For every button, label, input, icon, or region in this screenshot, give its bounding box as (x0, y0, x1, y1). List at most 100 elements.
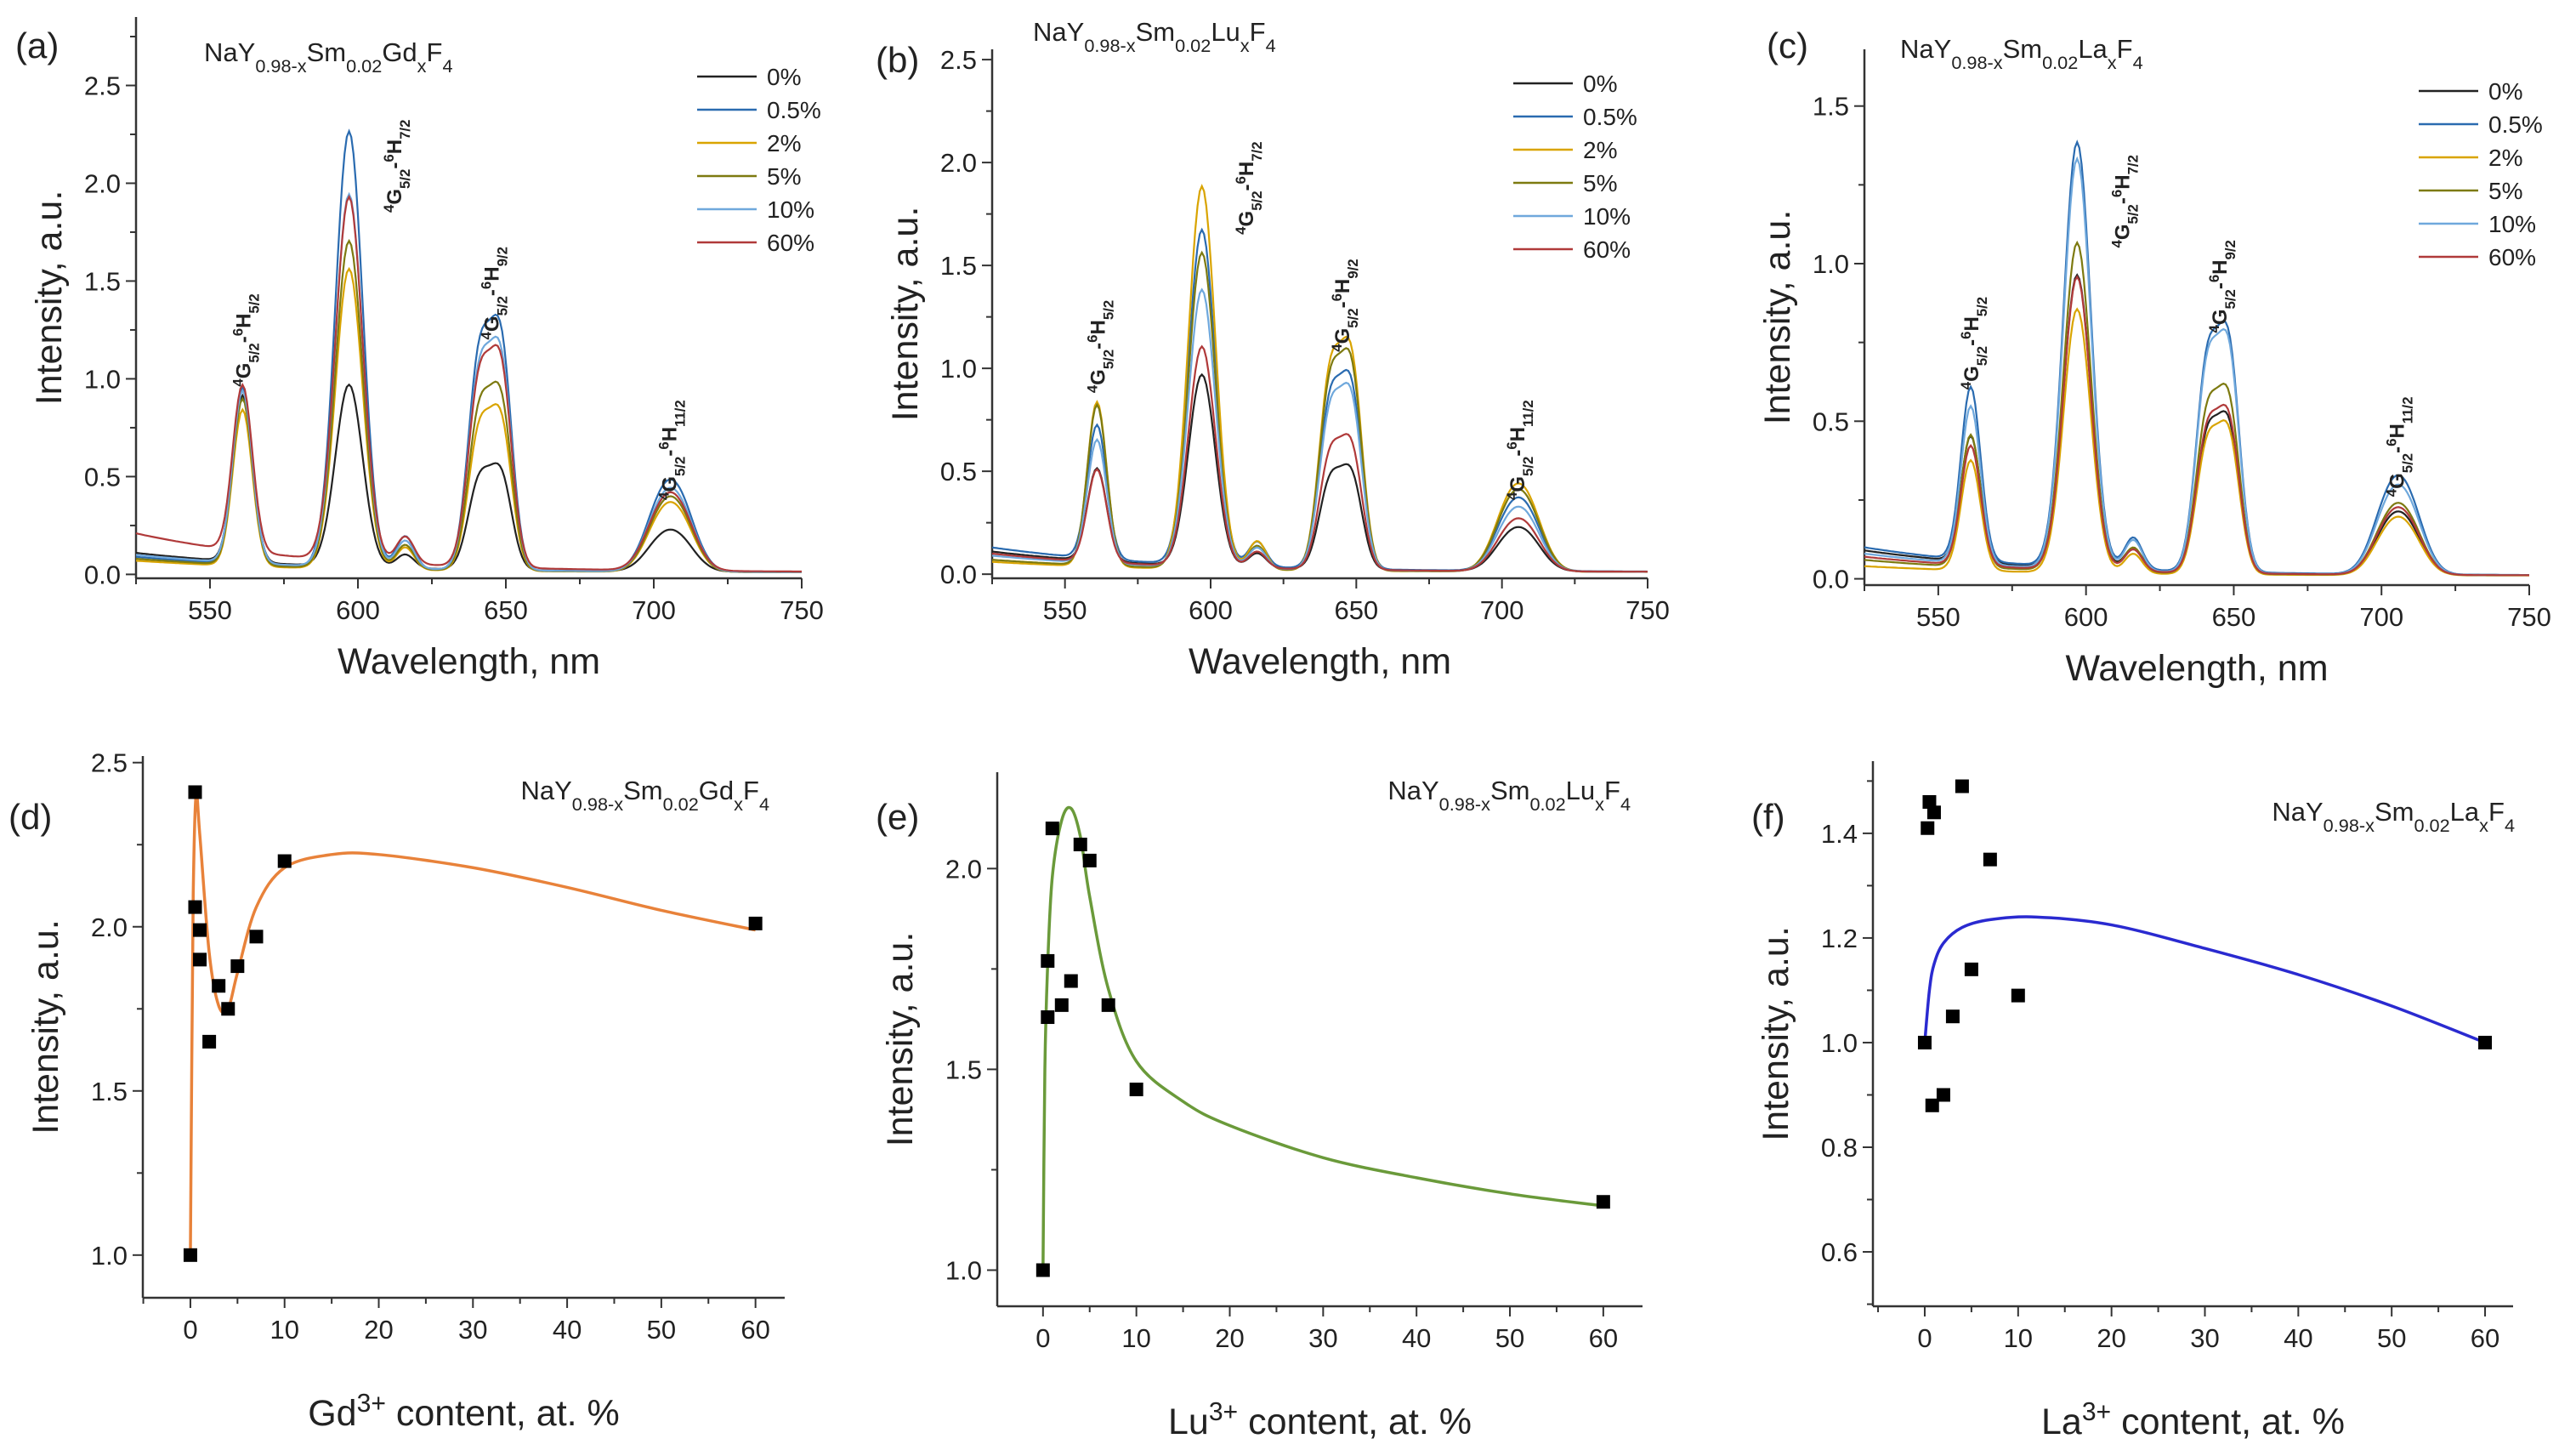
x-tick-label: 700 (2359, 602, 2403, 632)
x-tick-label: 40 (2284, 1323, 2312, 1353)
y-tick-label: 2.5 (940, 45, 977, 75)
text-segment: x (1595, 793, 1604, 815)
spectrum-line-0p5pct (991, 227, 1648, 573)
text-segment: 4 (1266, 35, 1276, 56)
text-segment: - (481, 289, 504, 296)
y-tick-label: 0.5 (84, 462, 121, 492)
text-segment: 4 (442, 55, 452, 77)
x-tick-label: 50 (1495, 1323, 1524, 1353)
fit-curve (1041, 805, 1604, 1271)
transition-annotation: 4G5/2-6H11/2 (655, 400, 688, 500)
spectrum-line-0p5pct (135, 128, 802, 573)
panel-label: (b) (876, 40, 919, 80)
legend-entry: 0% (767, 64, 801, 90)
x-tick-label: 10 (2004, 1323, 2033, 1353)
panel-label: (d) (9, 797, 52, 837)
text-segment: F (2117, 34, 2133, 64)
text-segment: 0.98-x (1439, 793, 1490, 815)
transition-annotation: 4G5/2-6H5/2 (1958, 297, 1990, 390)
text-segment: 11/2 (2399, 396, 2415, 424)
text-segment: Sm (1136, 17, 1176, 47)
spectrum-line-0p5pct (1864, 139, 2529, 577)
text-segment: 5/2 (1974, 297, 1990, 316)
text-segment: 5/2 (672, 457, 688, 476)
text-segment: x (417, 55, 427, 77)
text-segment: 0.98-x (1084, 35, 1135, 56)
text-segment: 6 (2108, 190, 2125, 197)
text-segment: F (427, 37, 443, 67)
text-segment: - (2386, 446, 2409, 453)
panel-label: (e) (876, 797, 919, 837)
legend-entry: 5% (767, 163, 801, 190)
text-segment: 6 (380, 154, 396, 162)
x-axis-label: La3+ content, at. % (2041, 1398, 2345, 1443)
x-tick-label: 20 (364, 1315, 393, 1345)
text-segment: F (2488, 797, 2505, 827)
text-segment: 6 (1233, 176, 1249, 184)
x-tick-label: 700 (632, 595, 676, 625)
x-tick-label: 10 (1121, 1323, 1150, 1353)
y-tick-label: 2.0 (940, 148, 977, 178)
data-point (748, 916, 763, 930)
legend-entry: 60% (1583, 236, 1631, 263)
x-tick-label: 40 (1402, 1323, 1431, 1353)
y-tick-label: 1.5 (84, 266, 121, 296)
data-point (221, 1002, 235, 1016)
text-segment: 4 (1233, 226, 1249, 235)
legend-entry: 10% (1583, 203, 1631, 230)
text-segment: NaY (1033, 17, 1084, 47)
panel-label: (f) (1751, 797, 1785, 837)
text-segment: Gd (699, 776, 734, 805)
data-point (1926, 805, 1941, 820)
y-tick-label: 1.0 (1813, 249, 1849, 279)
text-segment: 9/2 (2222, 240, 2238, 259)
data-point (2011, 988, 2025, 1003)
transition-annotation: 4G5/2-6H9/2 (1329, 259, 1361, 351)
x-tick-label: 60 (2471, 1323, 2499, 1353)
text-segment: 4 (1620, 793, 1631, 815)
spectrum-line-60pct (1864, 275, 2529, 577)
fit-curve (1923, 915, 2486, 1044)
text-segment: NaY (520, 776, 571, 805)
text-segment: Sm (307, 37, 347, 67)
text-segment: 0.02 (2414, 815, 2449, 836)
y-tick-label: 1.2 (1821, 924, 1858, 953)
text-segment: 5/2 (246, 293, 262, 313)
chart-panel-c: 550 600 650 700 750 0.0 0.5 1.0 1.5 Wavelength, n… (1757, 26, 2551, 689)
text-segment: 4 (1503, 492, 1519, 500)
data-point (1073, 837, 1087, 851)
compound-formula: NaY0.98-xSm0.02GdxF4 (204, 37, 453, 77)
text-segment: H (2111, 174, 2134, 189)
text-segment: 6 (1329, 293, 1345, 301)
legend-entry: 60% (2488, 244, 2536, 270)
legend-entry: 2% (1583, 137, 1617, 163)
text-segment: Lu (1566, 776, 1595, 805)
text-segment: 3+ (1209, 1398, 1238, 1426)
x-tick-label: 550 (1916, 602, 1960, 632)
x-tick-label: 600 (336, 595, 380, 625)
text-segment: 4 (2505, 815, 2515, 836)
x-tick-label: 600 (2064, 602, 2108, 632)
text-segment: 5/2 (494, 296, 510, 316)
x-tick-label: 50 (647, 1315, 676, 1345)
transition-annotation: 4G5/2-6H5/2 (230, 293, 262, 386)
data-point (1925, 1098, 1939, 1112)
text-segment: H (1235, 162, 1258, 176)
data-point (1936, 1088, 1950, 1102)
legend-entry: 60% (767, 230, 814, 256)
data-point (2478, 1035, 2493, 1049)
transition-annotation: 4G5/2-6H11/2 (1503, 400, 1535, 500)
panel-label: (c) (1767, 26, 1808, 65)
text-segment: 5/2 (2125, 204, 2141, 224)
text-segment: Sm (2003, 34, 2043, 64)
text-segment: 4 (655, 492, 672, 500)
compound-formula: NaY0.98-xSm0.02LuxF4 (1033, 17, 1276, 56)
legend-entry: 2% (767, 130, 801, 156)
y-axis-label: Intensity, a.u. (880, 932, 921, 1147)
text-segment: 5/2 (2222, 289, 2238, 309)
data-point (1054, 998, 1069, 1012)
text-segment: - (658, 450, 681, 457)
